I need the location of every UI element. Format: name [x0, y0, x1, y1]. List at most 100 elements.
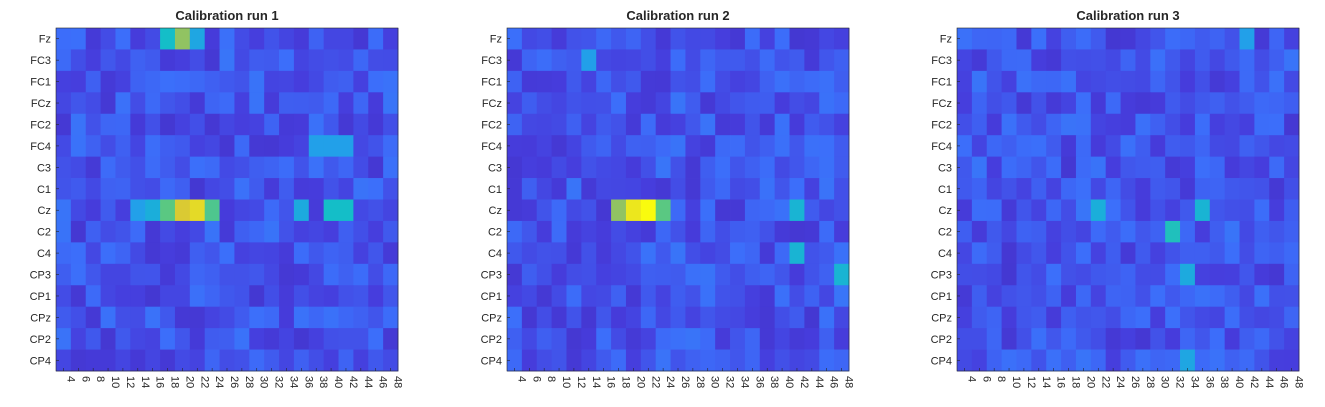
heatmap-cell	[971, 306, 988, 329]
y-tick-label: C3	[37, 162, 51, 174]
heatmap-cell	[730, 306, 746, 329]
heatmap-cell	[670, 285, 686, 308]
heatmap-cell	[219, 49, 235, 72]
heatmap-cell	[611, 349, 627, 372]
heatmap-cell	[551, 306, 567, 329]
y-tick-label: FC1	[931, 77, 952, 89]
heatmap-cell	[655, 199, 671, 222]
heatmap-cell	[1194, 156, 1211, 179]
heatmap-cell	[1135, 285, 1151, 308]
heatmap-cell	[611, 199, 627, 222]
heatmap-cell	[744, 178, 761, 200]
heatmap-cell	[1075, 306, 1092, 329]
heatmap-cell	[1075, 178, 1092, 200]
heatmap-cell	[264, 70, 280, 93]
x-tick-label: 20	[183, 376, 195, 388]
heatmap-cell	[685, 178, 701, 200]
x-tick-label: 38	[1218, 376, 1230, 388]
heatmap-cell	[160, 242, 176, 265]
heatmap-cell	[640, 199, 657, 222]
x-tick-label: 8	[94, 376, 106, 382]
heatmap-cell	[670, 92, 686, 115]
x-tick-label: 14	[139, 376, 151, 388]
panel-title: Calibration run 1	[175, 8, 278, 23]
heatmap-cell	[1239, 306, 1255, 329]
heatmap-cell	[368, 199, 384, 222]
heatmap-cell	[536, 92, 553, 115]
heatmap-cell	[249, 113, 265, 136]
y-tick-label: FC3	[481, 55, 502, 67]
heatmap-cell	[1269, 242, 1285, 265]
y-tick-label: C1	[938, 184, 952, 196]
x-tick-label: 10	[560, 376, 572, 388]
heatmap-cell	[551, 242, 567, 265]
heatmap-cell	[293, 70, 310, 93]
heatmap-cell	[789, 220, 805, 243]
heatmap-cell	[85, 285, 102, 308]
y-tick-label: C3	[938, 162, 952, 174]
x-tick-label: 30	[709, 376, 721, 388]
heatmap-cell	[1075, 242, 1092, 265]
heatmap-cell	[70, 306, 87, 329]
heatmap-cell	[308, 113, 325, 136]
heatmap-cell	[1135, 349, 1151, 372]
x-tick-label: 26	[1129, 376, 1141, 388]
heatmap-cell	[189, 135, 206, 158]
heatmap-cell	[1061, 178, 1077, 200]
heatmap-cell	[596, 263, 612, 286]
heatmap-cell	[234, 135, 250, 158]
heatmap-cell	[1254, 28, 1270, 50]
heatmap-cell	[789, 92, 805, 115]
y-tick-label: Fz	[940, 34, 952, 46]
heatmap-cell	[640, 28, 657, 50]
heatmap-cell	[804, 92, 820, 115]
heatmap-cell	[234, 306, 250, 329]
heatmap-cell	[279, 49, 295, 72]
heatmap-cell	[715, 92, 731, 115]
heatmap-cell	[368, 28, 384, 50]
heatmap-cell	[507, 349, 523, 372]
heatmap-cell	[521, 178, 538, 200]
heatmap-cell	[1061, 49, 1077, 72]
heatmap-cell	[596, 70, 612, 93]
heatmap-cell	[130, 220, 146, 243]
heatmap-cell	[596, 220, 612, 243]
heatmap-cell	[264, 285, 280, 308]
heatmap-cell	[744, 92, 761, 115]
heatmap-cell	[957, 92, 973, 115]
heatmap-cell	[70, 156, 87, 179]
heatmap-cell	[279, 328, 295, 350]
heatmap-cell	[1254, 242, 1270, 265]
heatmap-cell	[1031, 263, 1047, 286]
heatmap-cell	[986, 28, 1003, 50]
heatmap-cell	[1239, 285, 1255, 308]
heatmap-cell	[145, 28, 161, 50]
heatmap-cell	[368, 285, 384, 308]
heatmap-cell	[249, 49, 265, 72]
heatmap-cell	[957, 28, 973, 50]
x-tick-label: 26	[679, 376, 691, 388]
heatmap-cell	[383, 113, 399, 136]
heatmap-cell	[70, 199, 87, 222]
heatmap-cell	[700, 113, 716, 136]
heatmap-cell	[279, 263, 295, 286]
heatmap-cell	[1016, 156, 1032, 179]
heatmap-cell	[1001, 263, 1017, 286]
heatmap-cell	[279, 28, 295, 50]
heatmap-cell	[189, 28, 206, 50]
heatmap-cell	[551, 49, 567, 72]
heatmap-cell	[625, 70, 642, 93]
x-tick-label: 46	[377, 376, 389, 388]
heatmap-cell	[1224, 285, 1240, 308]
heatmap-cell	[685, 70, 701, 93]
heatmap-cell	[368, 70, 384, 93]
x-tick-label: 32	[273, 376, 285, 388]
y-tick-label: Fz	[39, 34, 51, 46]
heatmap-cell	[536, 49, 553, 72]
heatmap-cell	[1090, 328, 1107, 350]
heatmap-cell	[70, 242, 87, 265]
heatmap-cell	[234, 70, 250, 93]
heatmap-cell	[730, 349, 746, 372]
x-tick-label: 48	[1293, 376, 1305, 388]
heatmap-cell	[130, 349, 146, 372]
